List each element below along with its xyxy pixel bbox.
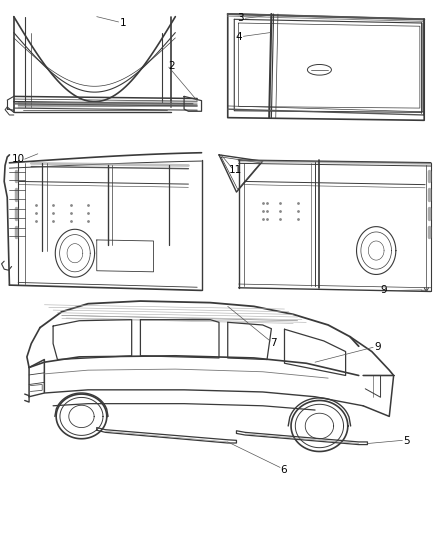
Text: 9: 9 [381,286,387,295]
Text: 3: 3 [237,13,244,23]
Text: 4: 4 [235,32,242,42]
Text: 10: 10 [11,154,25,164]
Text: 9: 9 [374,342,381,352]
Text: 1: 1 [120,18,126,28]
Text: 6: 6 [280,465,287,474]
Text: 7: 7 [270,337,276,348]
Text: 11: 11 [229,165,242,175]
Text: 5: 5 [403,436,410,446]
Text: 2: 2 [169,61,175,71]
